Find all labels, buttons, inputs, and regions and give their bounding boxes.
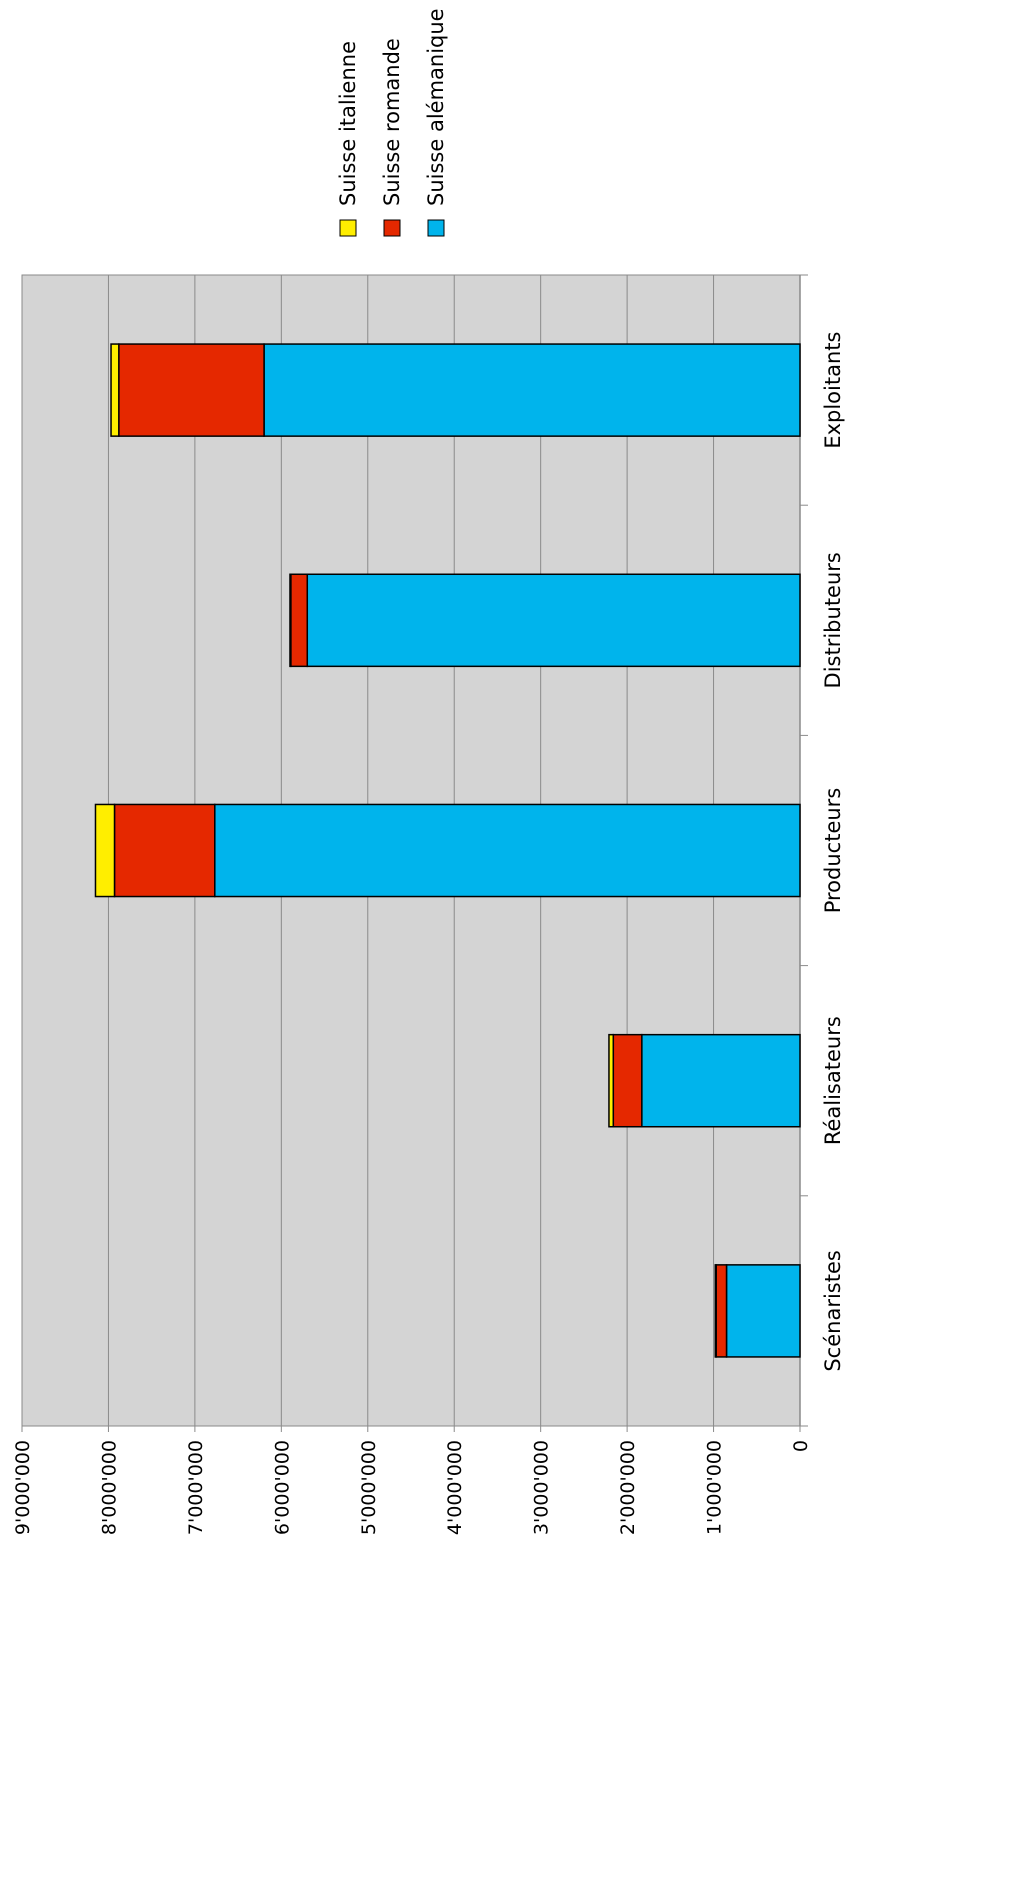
- value-axis-tick-label: 6'000'000: [271, 1440, 293, 1535]
- bar-scenaristes-suisse-alemanique: [725, 1264, 801, 1358]
- legend-label-suisse-alemanique: Suisse alémanique: [424, 8, 448, 206]
- value-axis-tick-label: 5'000'000: [358, 1440, 380, 1535]
- bars: [94, 343, 801, 1358]
- value-axis-tick-label: 3'000'000: [531, 1440, 553, 1535]
- value-axis-tick-label: 9'000'000: [12, 1440, 34, 1535]
- category-label: Producteurs: [821, 788, 845, 914]
- bar-distributeurs-suisse-alemanique: [306, 573, 801, 668]
- bar-exploitants-suisse-alemanique: [263, 343, 801, 437]
- legend-label-suisse-romande: Suisse romande: [380, 38, 404, 206]
- value-axis-tick-label: 0: [790, 1440, 812, 1452]
- category-label: Distributeurs: [821, 552, 845, 688]
- bar-exploitants-suisse-italienne: [110, 343, 120, 437]
- bar-producteurs-suisse-alemanique: [214, 803, 801, 898]
- legend-swatch-suisse-alemanique: [427, 219, 445, 237]
- bar-distributeurs-suisse-romande: [290, 573, 309, 668]
- value-axis-tick-label: 8'000'000: [98, 1440, 120, 1535]
- legend-swatch-suisse-italienne: [339, 219, 357, 237]
- legend: Suisse italienne Suisse romande Suisse alé…: [336, 8, 448, 237]
- bar-realisateurs-suisse-romande: [612, 1033, 643, 1128]
- value-axis-tick-label: 1'000'000: [704, 1440, 726, 1535]
- category-axis-labels: Scénaristes Réalisateurs Producteurs Distri…: [821, 332, 845, 1372]
- category-label: Scénaristes: [821, 1250, 845, 1371]
- bar-realisateurs-suisse-alemanique: [641, 1033, 801, 1128]
- bar-scenaristes-suisse-romande: [715, 1264, 728, 1358]
- bar-exploitants-suisse-romande: [118, 343, 265, 437]
- bar-producteurs-suisse-italienne: [94, 803, 116, 898]
- bar-producteurs-suisse-romande: [113, 803, 216, 898]
- value-axis-tick-label: 2'000'000: [617, 1440, 639, 1535]
- category-label: Exploitants: [821, 332, 845, 449]
- axes: [799, 274, 808, 1427]
- bar-scenaristes-suisse-italienne: [714, 1264, 717, 1358]
- value-axis-tick-label: 7'000'000: [185, 1440, 207, 1535]
- value-axis-tick-labels: 0 1'000'000 2'000'000 3'000'000 4'000'000 5'0…: [12, 1440, 812, 1535]
- legend-swatch-suisse-romande: [383, 219, 401, 237]
- legend-label-suisse-italienne: Suisse italienne: [336, 41, 360, 206]
- bar-distributeurs-suisse-italienne: [289, 573, 292, 668]
- bar-realisateurs-suisse-italienne: [608, 1033, 615, 1128]
- value-axis-tick-label: 4'000'000: [444, 1440, 466, 1535]
- category-label: Réalisateurs: [821, 1016, 845, 1145]
